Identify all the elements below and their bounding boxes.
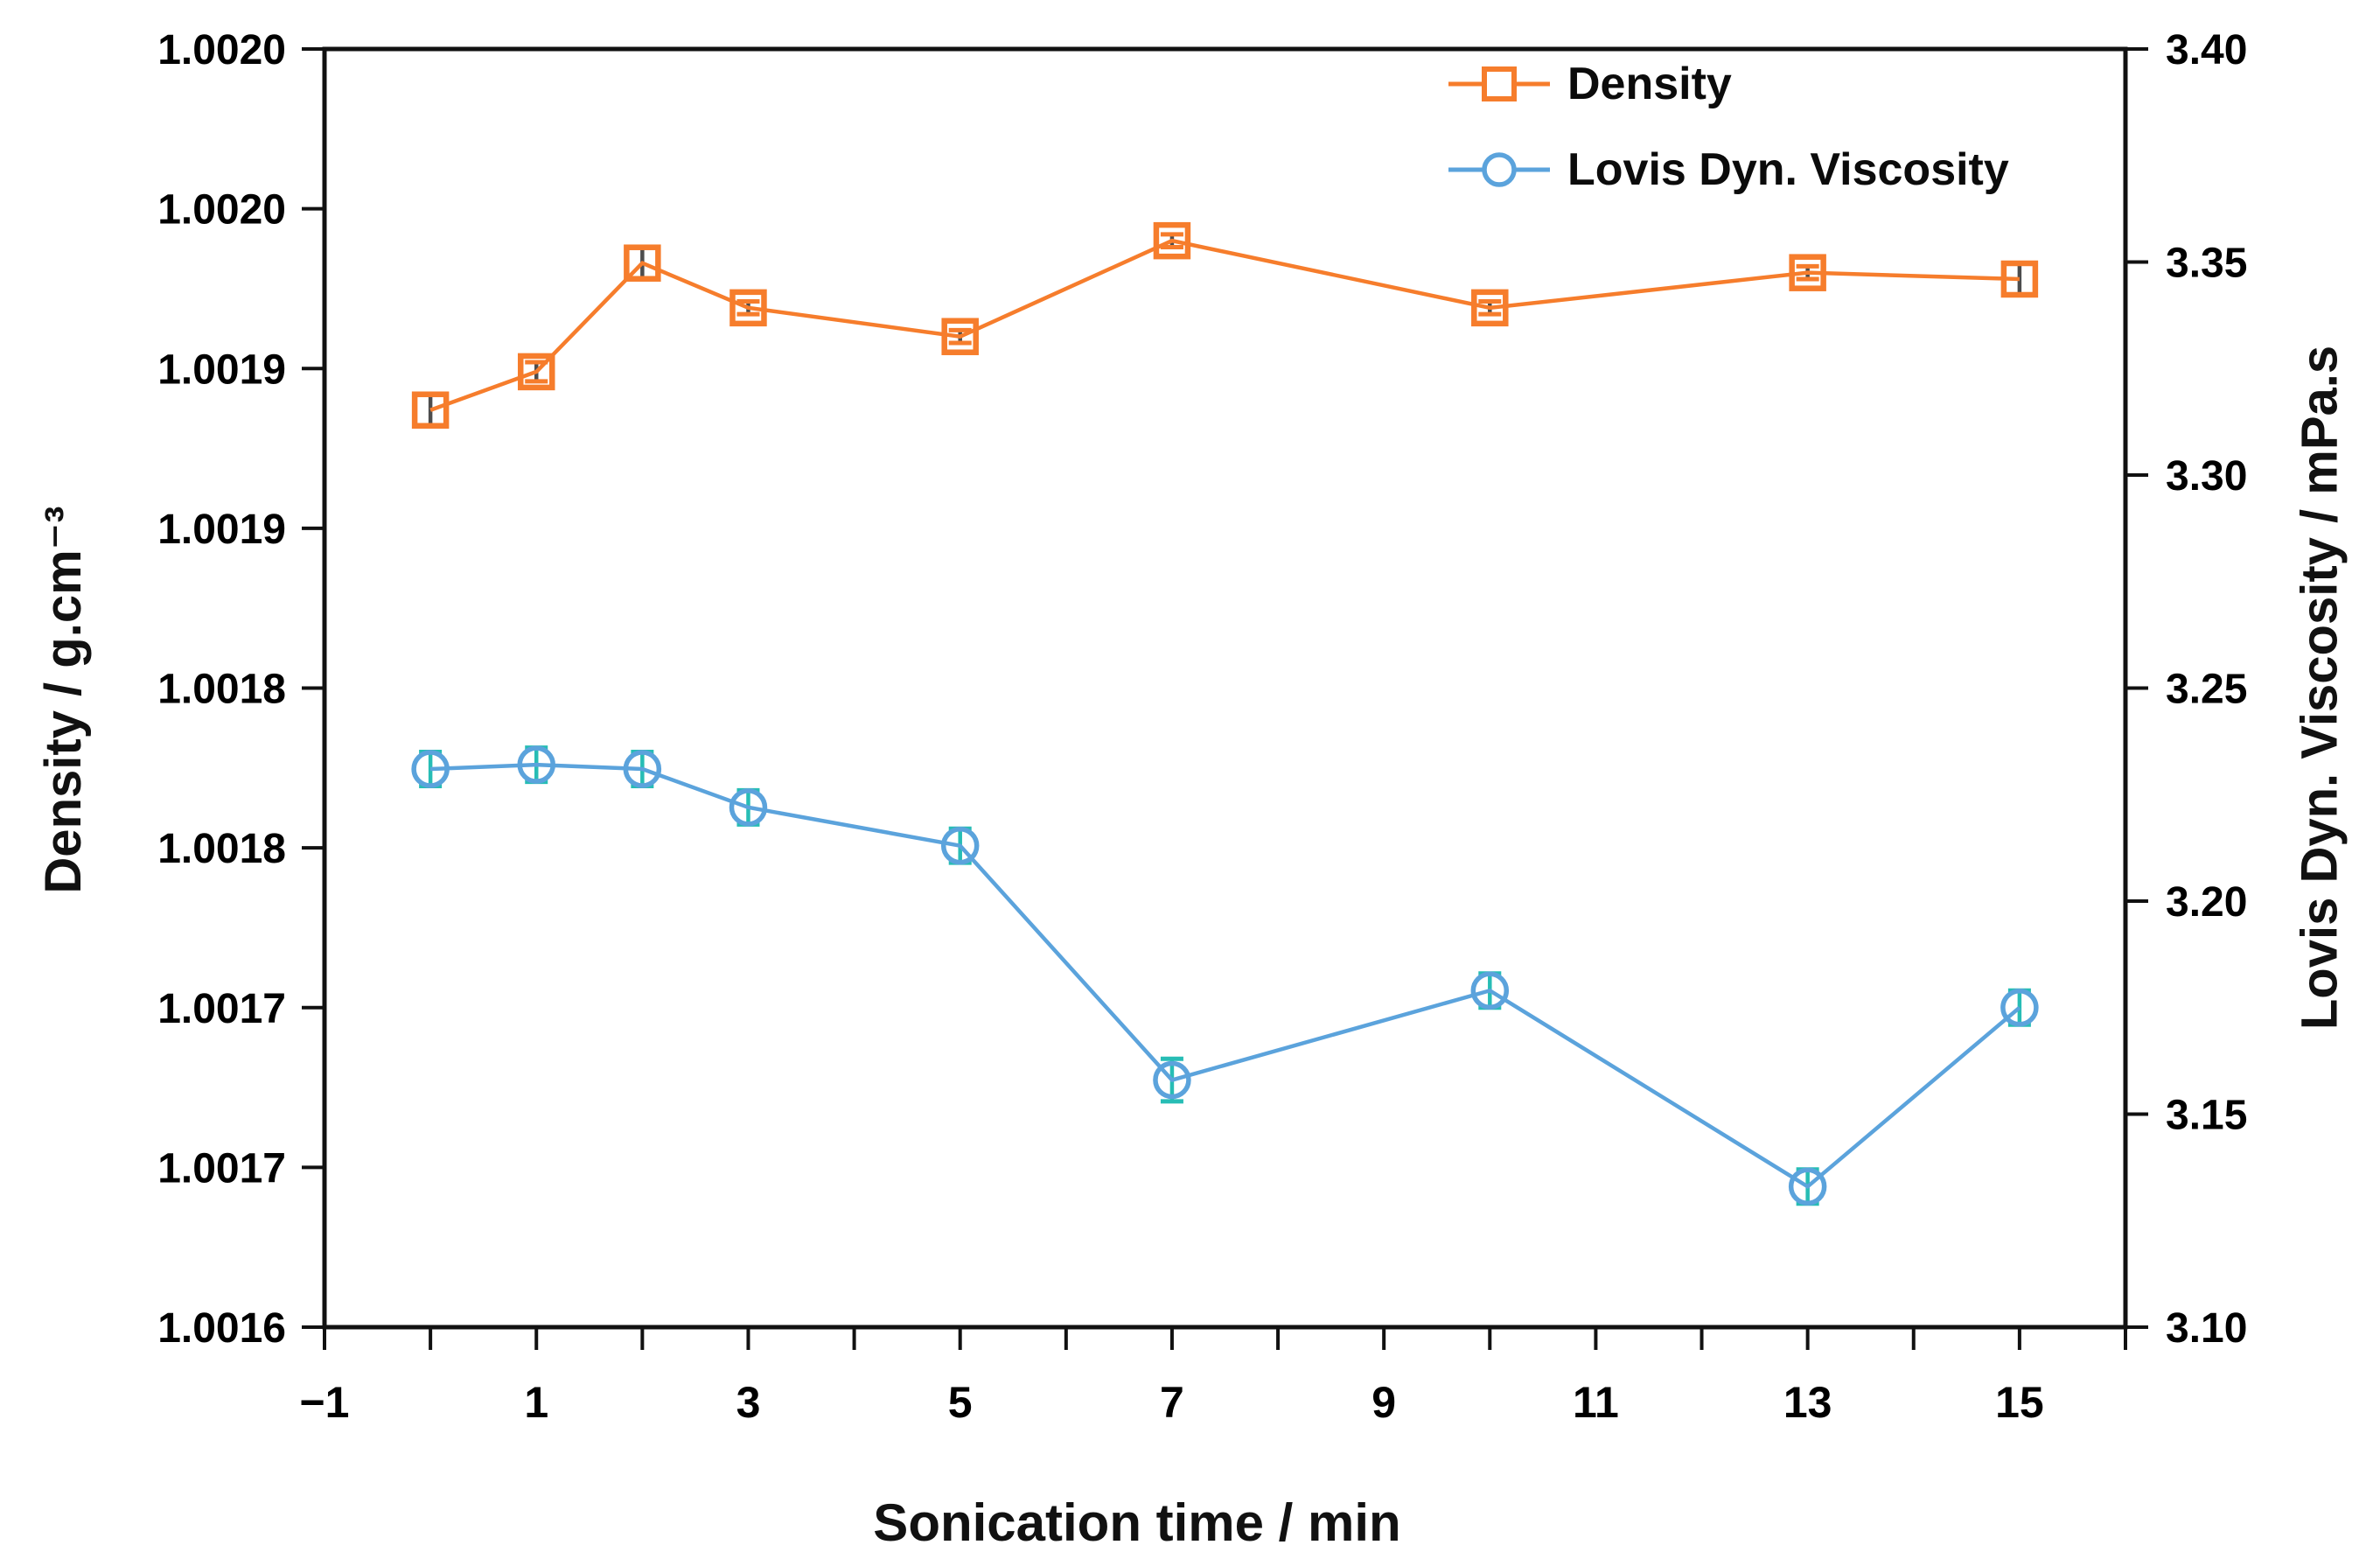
x-tick-label: 9 xyxy=(1371,1378,1396,1427)
viscosity-legend-marker-icon xyxy=(1448,152,1550,187)
lovis-dyn-viscosity-marker xyxy=(729,788,768,827)
right-y-tick-label: 3.15 xyxy=(2166,1093,2247,1139)
right-y-tick-label: 3.30 xyxy=(2166,453,2247,500)
x-tick-label: 1 xyxy=(524,1378,548,1427)
right-y-tick-label: 3.25 xyxy=(2166,667,2247,713)
plot-border xyxy=(322,46,2128,1330)
left-y-tick-label: 1.0020 xyxy=(157,187,286,234)
right-y-tick-label: 3.20 xyxy=(2166,879,2247,926)
lovis-dyn-viscosity-marker xyxy=(1470,971,1510,1010)
right-y-tick-label: 3.40 xyxy=(2166,27,2247,73)
x-axis-title: Sonication time / min xyxy=(873,1493,1401,1552)
density-marker xyxy=(1471,289,1509,327)
x-tick-label: 15 xyxy=(1995,1378,2044,1427)
lovis-dyn-viscosity-marker xyxy=(940,826,980,865)
legend-label-density: Density xyxy=(1567,59,1732,109)
lovis-dyn-viscosity-marker xyxy=(1153,1060,1191,1100)
left-y-tick-label: 1.0020 xyxy=(157,27,286,73)
lovis-dyn-viscosity-marker xyxy=(517,745,555,784)
left-y-tick-label: 1.0017 xyxy=(157,986,286,1032)
legend-item-density: Density xyxy=(1445,51,2009,117)
left-y-tick-label: 1.0017 xyxy=(157,1145,286,1192)
density-marker xyxy=(2000,260,2039,298)
x-tick-label: 13 xyxy=(1783,1378,1832,1427)
x-tick-label: 3 xyxy=(736,1378,761,1427)
right-axis-title: Lovis Dyn. Viscosity / mPa.s xyxy=(2291,345,2349,1031)
left-y-tick-label: 1.0019 xyxy=(157,507,286,553)
legend-label-viscosity: Lovis Dyn. Viscosity xyxy=(1567,144,2009,195)
density-marker xyxy=(411,391,450,429)
density-marker xyxy=(729,289,767,327)
lovis-dyn-viscosity-marker xyxy=(411,750,450,788)
left-y-tick-label: 1.0019 xyxy=(157,346,286,393)
lovis-dyn-viscosity-marker xyxy=(1788,1167,1827,1206)
x-tick-label: −1 xyxy=(299,1378,349,1427)
density-marker xyxy=(1153,221,1191,260)
density-line xyxy=(429,238,2020,412)
right-y-tick-label: 3.35 xyxy=(2166,241,2247,287)
density-marker xyxy=(624,244,661,282)
density-marker xyxy=(941,318,979,355)
left-axis-title: Density / g.cm⁻³ xyxy=(35,506,92,894)
right-y-tick-label: 3.10 xyxy=(2166,1305,2247,1352)
left-y-tick-label: 1.0016 xyxy=(157,1305,286,1352)
left-y-tick-label: 1.0018 xyxy=(157,826,286,872)
density-legend-marker-icon xyxy=(1448,66,1550,101)
x-tick-label: 7 xyxy=(1160,1378,1184,1427)
x-tick-label: 5 xyxy=(948,1378,973,1427)
legend: Density Lovis Dyn. Viscosity xyxy=(1445,51,2009,203)
x-tick-label: 11 xyxy=(1573,1378,1619,1427)
legend-item-viscosity: Lovis Dyn. Viscosity xyxy=(1445,136,2009,203)
density-legend-square xyxy=(1482,66,1517,101)
lovis-dyn-viscosity-line xyxy=(430,762,2021,1190)
lovis-dyn-viscosity-marker xyxy=(623,750,662,788)
density-marker xyxy=(1789,254,1826,291)
density-marker xyxy=(517,353,555,391)
lovis-dyn-viscosity-marker xyxy=(2000,989,2039,1027)
left-y-tick-label: 1.0018 xyxy=(157,667,286,713)
viscosity-legend-circle xyxy=(1482,152,1517,187)
